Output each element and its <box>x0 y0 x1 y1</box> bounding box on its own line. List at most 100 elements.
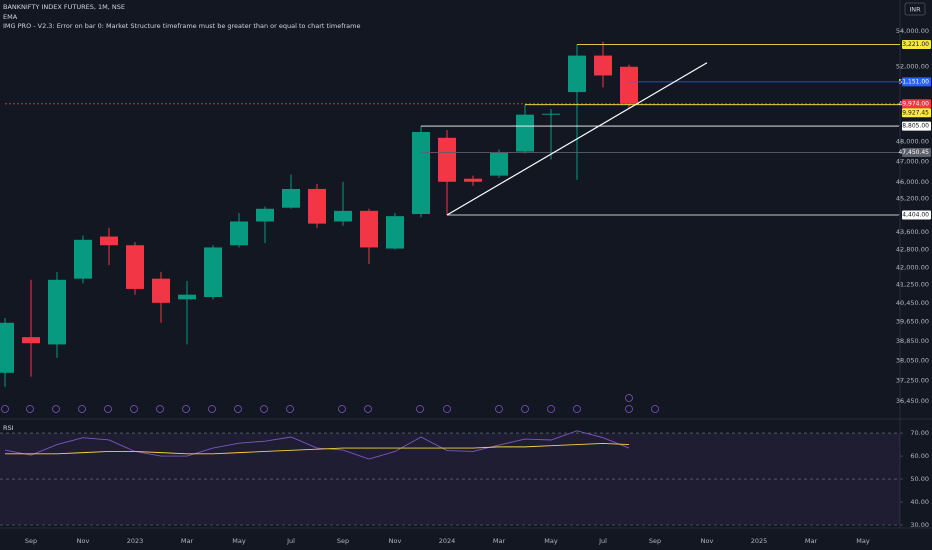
event-icon <box>625 394 633 402</box>
candle-body <box>48 279 66 345</box>
level-label: 49,927.45 <box>898 109 929 116</box>
candle-body <box>282 188 300 208</box>
candle-body <box>464 178 482 182</box>
y-tick-label: 40,450.00 <box>896 299 929 307</box>
candle-body <box>490 152 508 176</box>
level-label-box <box>902 108 931 118</box>
x-tick-label: Mar <box>181 537 194 545</box>
y-tick-label: 42,800.00 <box>896 246 929 254</box>
candle-body <box>412 131 430 215</box>
candle-body <box>100 236 118 246</box>
x-tick-label: Nov <box>77 537 90 545</box>
candle-body <box>152 278 170 303</box>
event-icon <box>521 405 529 413</box>
level-label-box <box>902 99 931 109</box>
candle-body <box>204 247 222 297</box>
candle-body <box>516 114 534 152</box>
x-tick-label: Nov <box>701 537 714 545</box>
indicator-label[interactable]: IMG PRO - V2.3: Error on bar 0: Market S… <box>3 22 360 30</box>
y-tick-label: 48,000.00 <box>896 138 929 146</box>
event-icon <box>182 405 190 413</box>
y-tick-label: 30.00 <box>910 521 929 529</box>
event-icon <box>104 405 112 413</box>
candle-body <box>256 208 274 222</box>
candle-body <box>542 113 560 115</box>
y-tick-label: 42,000.00 <box>896 263 929 271</box>
level-label: 47,450.45 <box>898 149 929 156</box>
y-tick-label: 40.00 <box>910 498 929 506</box>
y-tick-label: 70.00 <box>910 429 929 437</box>
x-tick-label: Sep <box>649 537 661 545</box>
level-label-box <box>902 121 931 131</box>
candle-body <box>568 55 586 93</box>
event-icon <box>338 405 346 413</box>
event-icon <box>156 405 164 413</box>
currency-box[interactable] <box>904 2 926 16</box>
candle-body <box>178 294 196 300</box>
event-icon <box>573 405 581 413</box>
x-tick-label: Sep <box>25 537 37 545</box>
symbol-title: BANKNIFTY INDEX FUTURES, 1M, NSE <box>3 3 125 11</box>
x-tick-label: Jul <box>598 537 607 545</box>
x-tick-label: Nov <box>389 537 402 545</box>
candle-body <box>230 221 248 246</box>
event-icon <box>208 405 216 413</box>
candle-body <box>438 137 456 182</box>
candle-body <box>594 55 612 76</box>
y-tick-label: 38,850.00 <box>896 337 929 345</box>
event-icon <box>286 405 294 413</box>
candle-body <box>22 337 40 344</box>
event-icon <box>416 405 424 413</box>
event-icon <box>364 405 372 413</box>
level-label: 53,221.00 <box>898 41 929 48</box>
y-tick-label: 39,650.00 <box>896 318 929 326</box>
level-label-box <box>902 40 931 50</box>
x-tick-label: May <box>232 537 246 545</box>
x-tick-label: May <box>856 537 870 545</box>
y-tick-label: 60.00 <box>910 452 929 460</box>
trend-line <box>446 62 708 216</box>
candle-body <box>74 239 92 279</box>
level-label: 48,805.00 <box>898 123 929 130</box>
candle-body <box>308 188 326 224</box>
level-label: 51,151.00 <box>898 78 929 85</box>
event-icon <box>443 405 451 413</box>
candle-body <box>620 66 638 104</box>
candle-body <box>126 245 144 289</box>
y-tick-label: 43,600.00 <box>896 228 929 236</box>
level-label-box <box>902 77 931 87</box>
indicator-label[interactable]: EMA <box>3 13 18 21</box>
event-icon <box>78 405 86 413</box>
rsi-title: RSI <box>3 424 14 432</box>
x-tick-label: Mar <box>805 537 818 545</box>
x-tick-label: 2025 <box>751 537 768 545</box>
event-icon <box>260 405 268 413</box>
x-tick-label: 2023 <box>127 537 144 545</box>
y-tick-label: 36,450.00 <box>896 397 929 405</box>
event-icon <box>130 405 138 413</box>
level-label: 49,974.00 <box>898 100 929 107</box>
level-label-box <box>902 148 931 158</box>
y-tick-label: 45,200.00 <box>896 194 929 202</box>
level-label: 44,404.00 <box>898 212 929 219</box>
x-tick-label: 2024 <box>439 537 456 545</box>
x-tick-label: May <box>544 537 558 545</box>
x-tick-label: Jul <box>286 537 295 545</box>
event-icon <box>625 405 633 413</box>
x-tick-label: Sep <box>337 537 349 545</box>
y-tick-label: 54,000.00 <box>896 27 929 35</box>
currency[interactable]: INR <box>909 6 921 14</box>
y-tick-label: 41,250.00 <box>896 280 929 288</box>
candle-body <box>360 210 378 248</box>
event-icon <box>52 405 60 413</box>
y-tick-label: 50.00 <box>910 475 929 483</box>
event-icon <box>651 405 659 413</box>
event-icon <box>26 405 34 413</box>
candle-body <box>334 210 352 222</box>
event-icon <box>495 405 503 413</box>
event-icon <box>1 405 9 413</box>
y-tick-label: 47,000.00 <box>896 158 929 166</box>
